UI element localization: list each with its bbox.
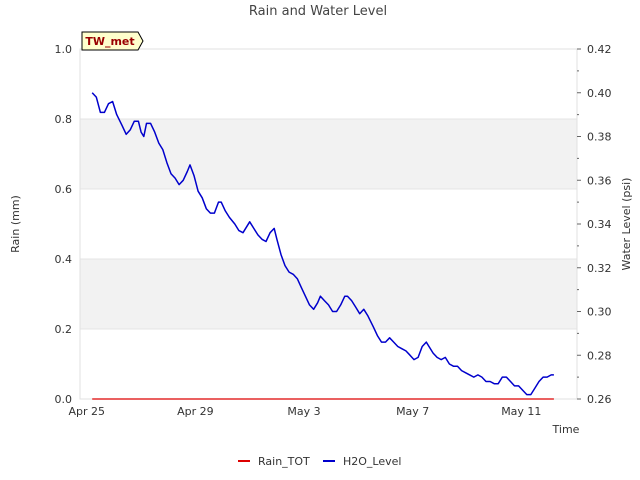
x-axis-ticks: Apr 25 Apr 29 May 3 May 7 May 11 [69, 405, 542, 418]
y-right-tick-label-5: 0.36 [587, 174, 612, 187]
station-label-badge: TW_met [81, 31, 144, 51]
y-left-tick-label-3: 0.6 [55, 183, 73, 196]
y-right-tick-label-2: 0.30 [587, 306, 612, 319]
plot-band-0 [80, 329, 577, 399]
x-tick-label-1: Apr 29 [177, 405, 214, 418]
y-left-tick-label-1: 0.2 [55, 323, 73, 336]
series-layer [91, 92, 554, 400]
plot-band-1 [80, 259, 577, 329]
left-axis-ticks: 0.0 0.2 0.4 0.6 0.8 1.0 [55, 43, 73, 406]
y-right-tick-label-6: 0.38 [587, 131, 612, 144]
y-right-tick-label-1: 0.28 [587, 349, 612, 362]
y-right-tick-label-3: 0.32 [587, 262, 612, 275]
y-right-tick-label-8: 0.42 [587, 43, 612, 56]
y-left-tick-label-4: 0.8 [55, 113, 73, 126]
y-axis-left-label: Rain (mm) [9, 195, 22, 253]
x-tick-label-3: May 7 [396, 405, 429, 418]
plot-band-2 [80, 189, 577, 259]
y-left-tick-label-0: 0.0 [55, 393, 73, 406]
legend: Rain_TOT H2O_Level [238, 455, 401, 468]
chart-title: Rain and Water Level [249, 4, 387, 19]
station-label: TW_met [85, 35, 134, 48]
x-tick-label-2: May 3 [287, 405, 320, 418]
x-tick-label-4: May 11 [501, 405, 541, 418]
y-left-tick-label-5: 1.0 [55, 43, 73, 56]
y-right-tick-label-7: 0.40 [587, 87, 612, 100]
legend-h2o-label: H2O_Level [343, 455, 401, 468]
station-label-box [81, 31, 144, 51]
y-right-tick-label-0: 0.26 [587, 393, 612, 406]
y-left-tick-label-2: 0.4 [55, 253, 73, 266]
y-right-tick-label-4: 0.34 [587, 218, 612, 231]
plot-band-3 [80, 119, 577, 189]
series-line-h2o-level [91, 92, 554, 396]
plot-band-4 [80, 49, 577, 119]
right-axis-ticks: 0.26 0.28 0.30 0.32 0.34 0.36 0.38 0.40 0.42 [577, 43, 612, 406]
y-axis-right-label: Water Level (psi) [620, 178, 633, 271]
x-axis-label: Time [552, 423, 580, 436]
legend-rain-label: Rain_TOT [258, 455, 310, 468]
plot-bands-layer [80, 49, 577, 400]
x-tick-label-0: Apr 25 [69, 405, 106, 418]
